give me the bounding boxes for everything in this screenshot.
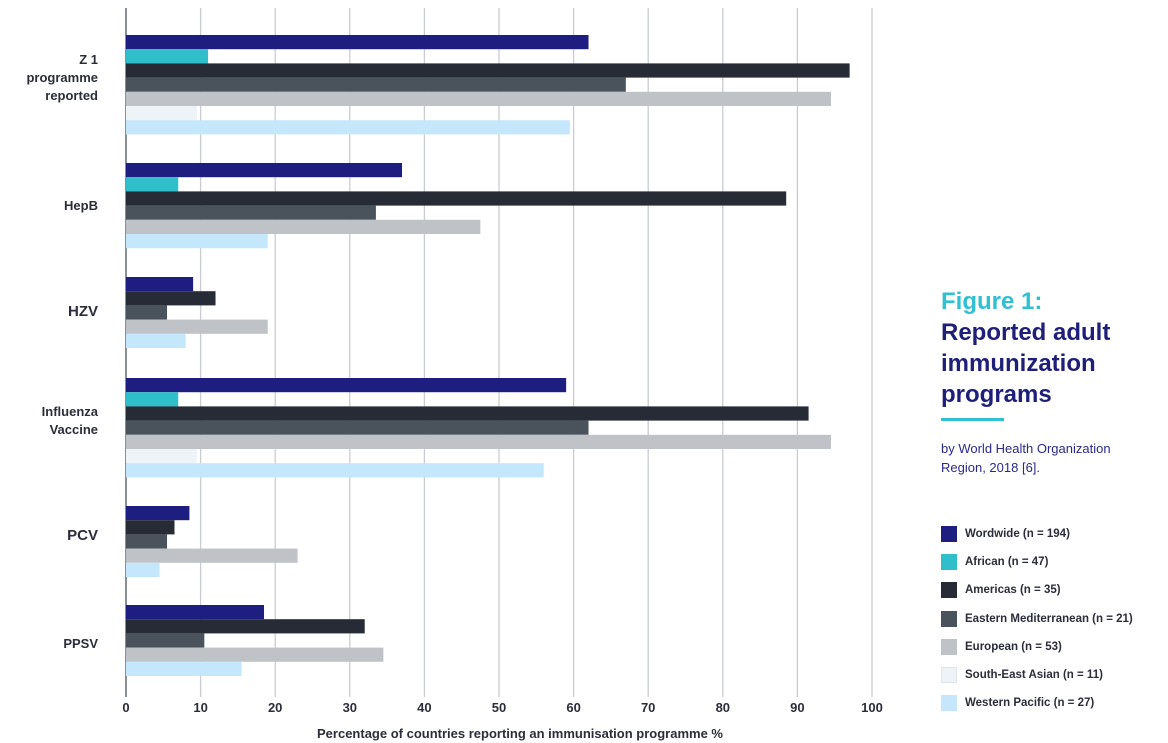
category-label: Influenza Vaccine: [42, 404, 99, 437]
bar: [126, 605, 265, 620]
legend-swatch: [941, 554, 957, 571]
category-label: PCV: [67, 527, 98, 544]
bar: [126, 219, 481, 234]
bar: [126, 77, 626, 92]
bar: [126, 434, 831, 449]
x-tick-label: 100: [861, 700, 883, 715]
figure-title: Reported adult immunization programs: [941, 319, 1111, 408]
bar: [126, 619, 365, 634]
legend-label: Wordwide (n = 194): [965, 528, 1070, 541]
x-tick-label: 10: [193, 700, 207, 715]
category-label: HepB: [64, 198, 98, 213]
bar: [126, 291, 216, 306]
bar: [126, 91, 831, 106]
x-tick-labels: 0 10 20 30 40 50 60 70 80 90 100: [122, 700, 882, 715]
legend: Wordwide (n = 194) African (n = 47) Americ…: [941, 520, 1163, 717]
legend-item: Eastern Mediterranean (n = 21): [941, 605, 1163, 633]
bar: [126, 562, 160, 577]
bar: [126, 506, 190, 521]
x-tick-label: 90: [790, 700, 804, 715]
x-tick-label: 40: [417, 700, 431, 715]
x-tick-label: 60: [566, 700, 580, 715]
bar-chart: Z 1 programme reported HepB HZV Influenza Vacc…: [26, 8, 883, 741]
legend-item: Wordwide (n = 194): [941, 520, 1163, 548]
x-tick-label: 20: [268, 700, 282, 715]
figure-caption: Figure 1: Reported adult immunization pr…: [941, 287, 1161, 477]
legend-item: Western Pacific (n = 27): [941, 689, 1163, 717]
figure-label: Figure 1:: [941, 288, 1043, 315]
category-label: HZV: [68, 303, 98, 320]
bar: [126, 35, 589, 50]
legend-swatch: [941, 582, 957, 599]
bar: [126, 420, 589, 435]
legend-item: African (n = 47): [941, 548, 1163, 576]
bar: [126, 120, 570, 135]
x-tick-label: 70: [641, 700, 655, 715]
bar: [126, 378, 567, 393]
bar: [126, 234, 268, 249]
bar: [126, 305, 168, 320]
x-tick-label: 50: [492, 700, 506, 715]
legend-swatch: [941, 610, 957, 627]
x-tick-label: 80: [716, 700, 730, 715]
bar: [126, 647, 384, 662]
legend-label: African (n = 47): [965, 556, 1049, 569]
legend-item: European (n = 53): [941, 633, 1163, 661]
bars: [126, 35, 850, 676]
bar: [126, 333, 186, 348]
bar: [126, 449, 197, 464]
bar: [126, 534, 168, 549]
legend-label: Western Pacific (n = 27): [965, 697, 1095, 710]
bar: [126, 520, 175, 535]
legend-label: South-East Asian (n = 11): [965, 669, 1103, 682]
bar: [126, 191, 787, 206]
bar: [126, 106, 197, 121]
figure-subtitle: by World Health Organization Region, 201…: [941, 441, 1111, 475]
bar: [126, 163, 403, 178]
x-axis-title: Percentage of countries reporting an imm…: [317, 726, 723, 741]
gridlines: [125, 8, 873, 697]
legend-item: Americas (n = 35): [941, 576, 1163, 604]
bar: [126, 277, 194, 292]
legend-swatch: [941, 526, 957, 543]
legend-swatch: [941, 667, 957, 684]
legend-swatch: [941, 638, 957, 655]
bar: [126, 392, 179, 407]
category-label: Z 1 programme reported: [26, 52, 98, 103]
bar: [126, 633, 205, 648]
bar: [126, 406, 809, 421]
bar: [126, 661, 242, 676]
bar: [126, 177, 179, 192]
category-label: PPSV: [63, 636, 98, 651]
x-tick-label: 30: [343, 700, 357, 715]
bar: [126, 63, 850, 78]
bar: [126, 205, 376, 220]
category-labels: Z 1 programme reported HepB HZV Influenza Vacc…: [26, 52, 98, 651]
bar: [126, 319, 268, 334]
legend-label: Eastern Mediterranean (n = 21): [965, 612, 1133, 625]
x-tick-label: 0: [122, 700, 129, 715]
legend-label: European (n = 53): [965, 640, 1062, 653]
legend-swatch: [941, 695, 957, 712]
title-underline: [941, 418, 1004, 421]
bar: [126, 49, 209, 64]
legend-item: South-East Asian (n = 11): [941, 661, 1163, 689]
bar: [126, 548, 298, 563]
legend-label: Americas (n = 35): [965, 584, 1061, 597]
bar: [126, 463, 544, 478]
